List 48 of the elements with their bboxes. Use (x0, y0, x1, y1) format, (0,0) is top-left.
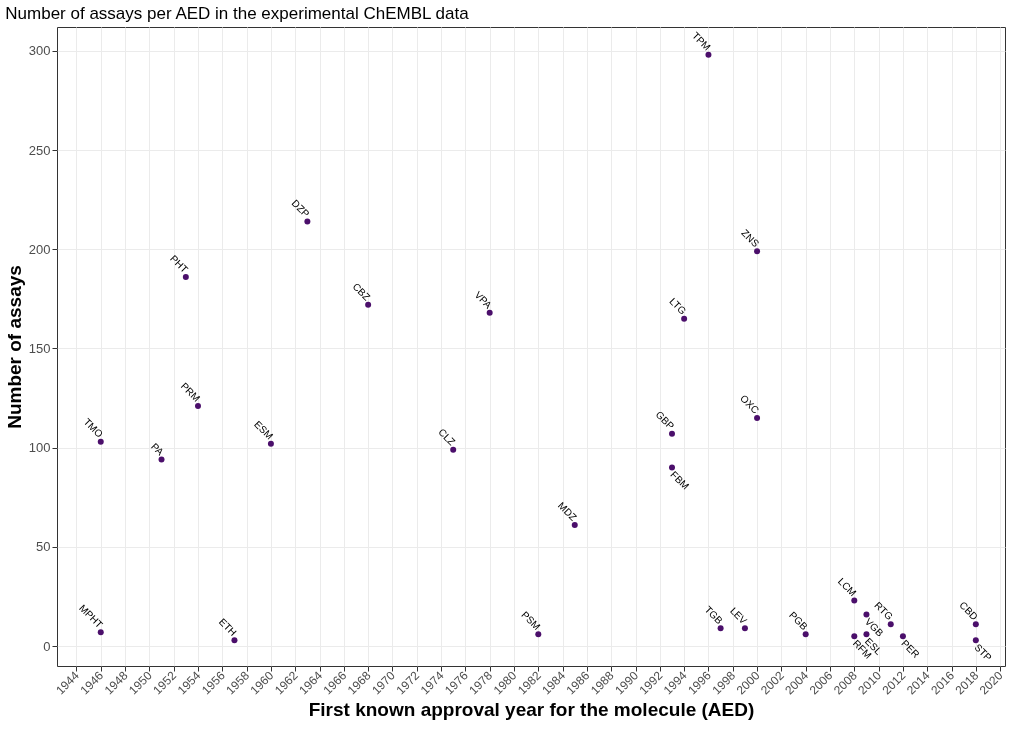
y-axis-title: Number of assays (3, 265, 25, 429)
point (741, 625, 748, 632)
y-tick-label: 0 (43, 638, 51, 654)
annotation: CLZ (436, 426, 458, 448)
annotation: PHT (168, 253, 191, 275)
point (450, 446, 457, 453)
point (97, 438, 104, 445)
annotation: LEV (728, 605, 750, 627)
point (972, 637, 979, 644)
y-tick-label: 150 (28, 340, 51, 356)
point (717, 625, 724, 632)
point (754, 414, 761, 421)
point (668, 430, 675, 437)
point (668, 464, 675, 471)
point (802, 631, 809, 638)
point (194, 403, 201, 410)
point (267, 440, 274, 447)
annotation: STP (972, 641, 995, 664)
point (863, 611, 870, 618)
point (231, 637, 238, 644)
y-tick-label: 100 (28, 440, 51, 456)
annotation: CBZ (350, 280, 373, 303)
point (304, 218, 311, 225)
annotation: DZP (289, 197, 312, 220)
point (851, 597, 858, 604)
point (158, 456, 165, 463)
point (681, 315, 688, 322)
y-tick-label: 50 (36, 539, 51, 555)
point (97, 629, 104, 636)
annotation: LTG (667, 295, 689, 317)
annotation: PA (149, 440, 166, 458)
point (705, 51, 712, 58)
point (365, 301, 372, 308)
point (899, 633, 906, 640)
y-tick-label: 250 (28, 142, 51, 158)
annotation: GBP (653, 408, 677, 432)
y-tick-label: 200 (28, 241, 51, 257)
point (887, 621, 894, 628)
point (571, 522, 578, 529)
chart-title: Number of assays per AED in the experimental ChEMBL data (5, 4, 470, 23)
point (535, 631, 542, 638)
point (972, 621, 979, 628)
point (486, 309, 493, 316)
x-axis-title: First known approval year for the molecule (AED) (308, 698, 755, 720)
point (754, 248, 761, 255)
point (182, 274, 189, 281)
point (851, 633, 858, 640)
y-tick-label: 300 (28, 43, 51, 59)
